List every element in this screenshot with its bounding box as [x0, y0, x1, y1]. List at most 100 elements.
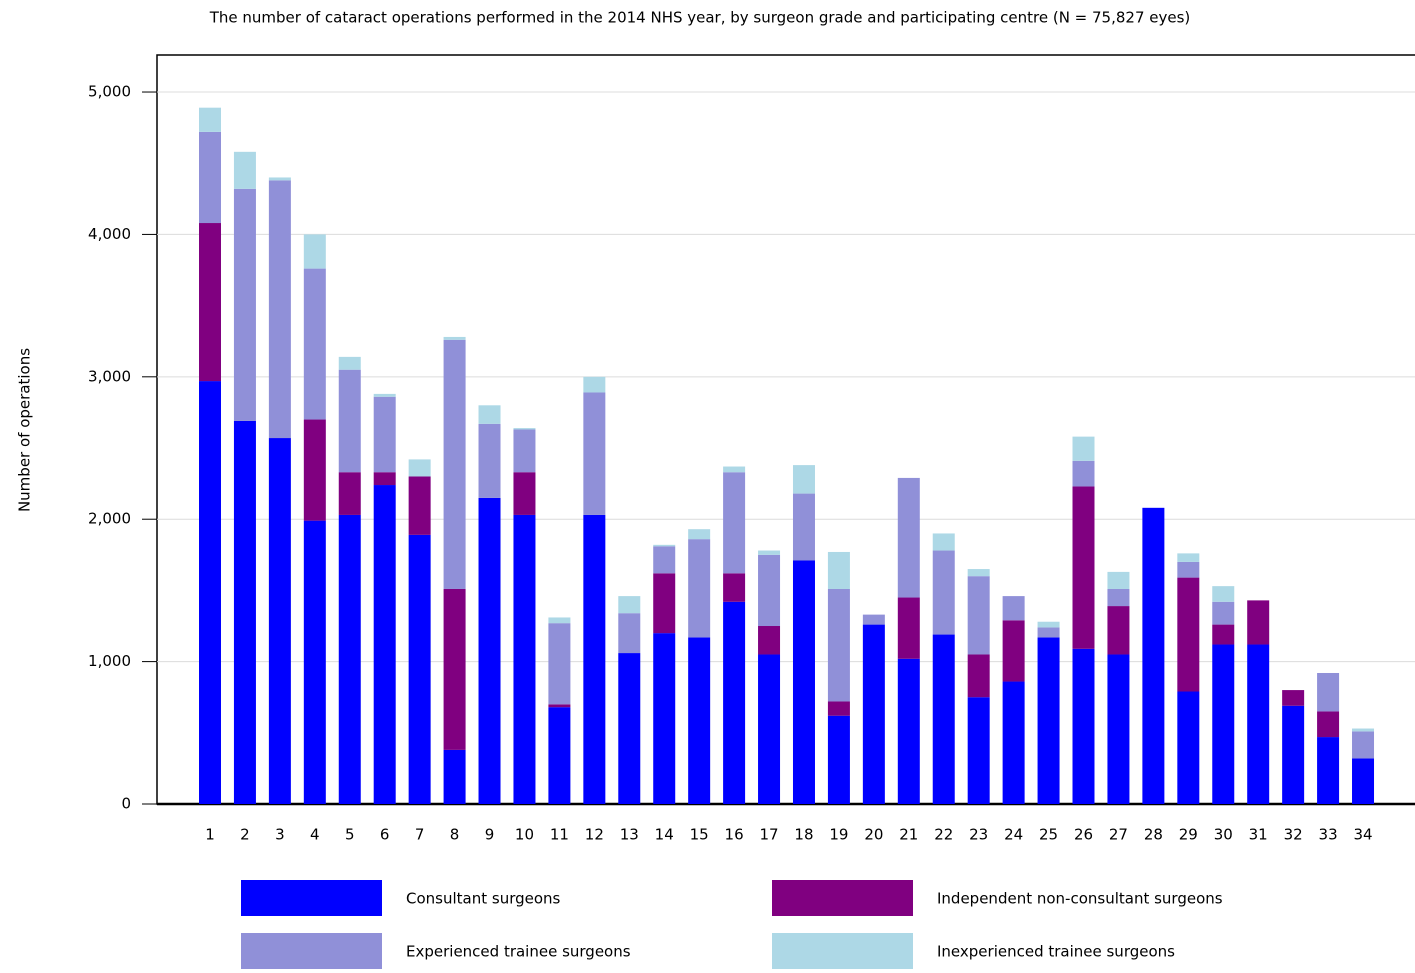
legend-label: Inexperienced trainee surgeons	[937, 943, 1175, 961]
bar-segment	[1212, 644, 1235, 804]
legend-swatch	[772, 933, 913, 969]
bar-segment	[897, 477, 920, 598]
x-tick-label: 16	[725, 826, 744, 844]
bar-segment	[1037, 637, 1060, 804]
bar-segment	[1177, 577, 1200, 692]
x-tick-label: 9	[485, 826, 495, 844]
bar-segment	[583, 392, 606, 515]
bar-segment	[303, 520, 326, 804]
x-tick-label: 24	[1004, 826, 1023, 844]
bar-segment	[548, 707, 571, 804]
bar-segment	[1317, 672, 1340, 712]
bar-segment	[723, 472, 746, 574]
x-tick-label: 1	[205, 826, 215, 844]
bar-segment	[443, 588, 466, 750]
bar-segment	[268, 438, 291, 804]
bar-segment	[513, 428, 536, 430]
bar-segment	[967, 654, 990, 698]
x-tick-label: 25	[1039, 826, 1058, 844]
bar-segment	[792, 493, 815, 561]
bar-segment	[1352, 728, 1375, 732]
y-tick-label: 5,000	[88, 83, 131, 101]
x-tick-label: 19	[829, 826, 848, 844]
bar-segment	[1212, 624, 1235, 645]
legend-label: Independent non-consultant surgeons	[937, 890, 1223, 908]
bar-segment	[723, 601, 746, 804]
bar-segment	[513, 429, 536, 473]
x-tick-label: 23	[969, 826, 988, 844]
bar-segment	[758, 654, 781, 804]
bar-segment	[688, 539, 711, 638]
x-tick-label: 33	[1319, 826, 1338, 844]
bar-segment	[513, 514, 536, 804]
x-tick-label: 22	[934, 826, 953, 844]
bar-segment	[1107, 606, 1130, 655]
x-tick-label: 28	[1144, 826, 1163, 844]
legend-swatch	[241, 933, 382, 969]
bar-segment	[827, 715, 850, 804]
bar-segment	[443, 749, 466, 804]
x-tick-label: 14	[655, 826, 674, 844]
bar-segment	[373, 485, 396, 804]
bar-segment	[548, 704, 571, 708]
bar-segment	[233, 188, 256, 421]
bar-segment	[199, 131, 221, 224]
bar-segment	[967, 569, 990, 577]
bar-segment	[303, 419, 326, 521]
bar-segment	[233, 151, 256, 189]
x-tick-label: 30	[1214, 826, 1233, 844]
bar-segment	[932, 550, 955, 635]
bar-segment	[199, 107, 221, 132]
bar-segment	[862, 624, 885, 804]
bar-segment	[1107, 588, 1130, 607]
x-tick-label: 26	[1074, 826, 1093, 844]
bar-segment	[1002, 681, 1025, 804]
bar-segment	[1352, 731, 1375, 759]
x-tick-label: 20	[864, 826, 883, 844]
bar-segment	[1282, 690, 1305, 706]
bar-segment	[548, 617, 571, 624]
x-tick-label: 6	[380, 826, 390, 844]
x-tick-label: 17	[759, 826, 778, 844]
bar-segment	[932, 533, 955, 551]
x-tick-label: 34	[1353, 826, 1372, 844]
bar-segment	[653, 633, 676, 804]
bar-segment	[233, 420, 256, 804]
x-tick-label: 12	[585, 826, 604, 844]
bar-segment	[1352, 758, 1375, 804]
bar-segment	[1072, 436, 1095, 461]
y-tick-label: 1,000	[88, 652, 131, 670]
x-tick-label: 4	[310, 826, 320, 844]
bar-segment	[618, 653, 641, 804]
bar-segment	[758, 626, 781, 655]
bar-segment	[268, 177, 291, 181]
bar-segment	[653, 573, 676, 634]
bar-segment	[862, 614, 885, 625]
bar-segment	[1247, 600, 1270, 645]
x-tick-label: 7	[415, 826, 425, 844]
x-tick-label: 27	[1109, 826, 1128, 844]
bar-segment	[408, 534, 431, 804]
bar-segment	[583, 376, 606, 393]
bar-segment	[827, 701, 850, 716]
legend-swatch	[241, 880, 382, 916]
bar-segment	[1177, 561, 1200, 578]
bar-segment	[1107, 654, 1130, 804]
bar-segment	[1107, 571, 1130, 589]
bar-segment	[1247, 644, 1270, 804]
x-tick-label: 21	[899, 826, 918, 844]
chart-title: The number of cataract operations perfor…	[209, 9, 1191, 27]
x-tick-label: 18	[794, 826, 813, 844]
bar-segment	[653, 546, 676, 574]
x-tick-label: 11	[550, 826, 569, 844]
bar-segment	[1072, 486, 1095, 649]
bar-segment	[618, 613, 641, 654]
bar-segment	[1072, 648, 1095, 804]
bar-segment	[967, 576, 990, 655]
x-tick-label: 29	[1179, 826, 1198, 844]
bar-segment	[897, 658, 920, 804]
bar-segment	[548, 623, 571, 705]
bar-segment	[1317, 737, 1340, 804]
bar-segment	[478, 423, 501, 498]
bar-segment	[688, 637, 711, 804]
